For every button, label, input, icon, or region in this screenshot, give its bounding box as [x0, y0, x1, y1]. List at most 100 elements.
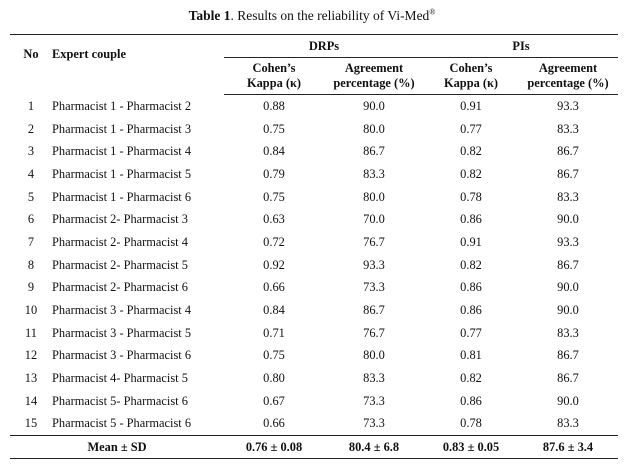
cell-expert-couple: Pharmacist 3 - Pharmacist 4: [52, 303, 192, 318]
cell-drp-kappa: 0.63: [263, 212, 285, 227]
cell-pi-kappa: 0.86: [460, 280, 482, 295]
header-drp-kappa: Cohen’s Kappa (κ): [224, 57, 324, 95]
table-row: 7 Pharmacist 2- Pharmacist 4 0.72 76.7 0.91 9…: [10, 231, 618, 254]
summary-pi-agreement: 87.6 ± 3.4: [518, 435, 618, 460]
cell-drp-agreement: 93.3: [363, 257, 385, 272]
header-pi-kappa: Cohen’s Kappa (κ): [424, 57, 518, 95]
cell-expert-couple: Pharmacist 2- Pharmacist 4: [52, 234, 188, 249]
cell-pi-kappa: 0.91: [460, 98, 482, 113]
summary-label: Mean ± SD: [10, 435, 224, 460]
cell-no: 9: [27, 280, 35, 295]
summary-drp-agreement: 80.4 ± 6.8: [324, 435, 424, 460]
cell-pi-kappa: 0.77: [460, 325, 482, 340]
cell-pi-agreement: 86.7: [557, 348, 579, 363]
cell-expert-couple: Pharmacist 1 - Pharmacist 4: [52, 144, 192, 159]
cell-drp-agreement: 90.0: [363, 98, 385, 113]
table-row: 13 Pharmacist 4- Pharmacist 5 0.80 83.3 0.82…: [10, 367, 618, 390]
cell-expert-couple: Pharmacist 1 - Pharmacist 3: [52, 121, 192, 136]
cell-no: 8: [27, 257, 35, 272]
header-drp-agreement: Agreement percentage (%): [324, 57, 424, 95]
header-pi-agreement-line1: Agreement: [538, 61, 598, 75]
cell-pi-agreement: 90.0: [557, 212, 579, 227]
cell-no: 15: [24, 416, 38, 431]
cell-drp-agreement: 80.0: [363, 121, 385, 136]
header-no: No: [10, 34, 52, 95]
cell-drp-kappa: 0.80: [263, 371, 285, 386]
cell-drp-agreement: 70.0: [363, 212, 385, 227]
header-pi-kappa-line2: Kappa (κ): [443, 76, 499, 90]
cell-drp-kappa: 0.79: [263, 166, 285, 181]
summary-pi-kappa: 0.83 ± 0.05: [424, 435, 518, 460]
cell-pi-agreement: 90.0: [557, 280, 579, 295]
table-row: 14 Pharmacist 5- Pharmacist 6 0.67 73.3 0.86…: [10, 390, 618, 413]
cell-expert-couple: Pharmacist 1 - Pharmacist 2: [52, 98, 192, 113]
table-row: 12 Pharmacist 3 - Pharmacist 6 0.75 80.0 0.8…: [10, 345, 618, 368]
cell-pi-agreement: 86.7: [557, 371, 579, 386]
cell-no: 2: [27, 121, 35, 136]
cell-expert-couple: Pharmacist 2- Pharmacist 5: [52, 257, 188, 272]
table-caption: Table 1. Results on the reliability of V…: [0, 8, 624, 24]
header-pi-agreement-line2: percentage (%): [527, 76, 609, 90]
summary-drp-kappa: 0.76 ± 0.08: [224, 435, 324, 460]
table-row: 6 Pharmacist 2- Pharmacist 3 0.63 70.0 0.86 9…: [10, 208, 618, 231]
header-pis: PIs: [424, 34, 618, 58]
cell-drp-kappa: 0.75: [263, 189, 285, 204]
cell-pi-kappa: 0.82: [460, 166, 482, 181]
table-row: 2 Pharmacist 1 - Pharmacist 3 0.75 80.0 0.77…: [10, 118, 618, 141]
cell-expert-couple: Pharmacist 5 - Pharmacist 6: [52, 416, 192, 431]
cell-drp-agreement: 83.3: [363, 166, 385, 181]
caption-superscript: ®: [429, 7, 436, 17]
cell-expert-couple: Pharmacist 3 - Pharmacist 5: [52, 325, 192, 340]
header-expert-couple: Expert couple: [52, 34, 224, 95]
table-row: 1 Pharmacist 1 - Pharmacist 2 0.88 90.0 0.91…: [10, 95, 618, 118]
cell-drp-kappa: 0.88: [263, 98, 285, 113]
table-row: 8 Pharmacist 2- Pharmacist 5 0.92 93.3 0.82 8…: [10, 254, 618, 277]
cell-drp-kappa: 0.67: [263, 393, 285, 408]
caption-text: . Results on the reliability of Vi-Med: [230, 8, 430, 23]
cell-expert-couple: Pharmacist 2- Pharmacist 3: [52, 212, 188, 227]
cell-pi-agreement: 83.3: [557, 121, 579, 136]
table-body: 1 Pharmacist 1 - Pharmacist 2 0.88 90.0 0.91…: [10, 95, 618, 436]
table-row: 4 Pharmacist 1 - Pharmacist 5 0.79 83.3 0.82…: [10, 163, 618, 186]
cell-pi-agreement: 83.3: [557, 325, 579, 340]
cell-drp-agreement: 83.3: [363, 371, 385, 386]
cell-no: 4: [27, 166, 35, 181]
cell-pi-agreement: 93.3: [557, 98, 579, 113]
header-row-groups: No Expert couple DRPs PIs: [10, 34, 618, 95]
cell-no: 10: [24, 303, 38, 318]
table-row: 3 Pharmacist 1 - Pharmacist 4 0.84 86.7 0.82…: [10, 140, 618, 163]
cell-drp-agreement: 76.7: [363, 325, 385, 340]
header-drp-agreement-line1: Agreement: [344, 61, 404, 75]
cell-drp-kappa: 0.75: [263, 348, 285, 363]
cell-pi-agreement: 93.3: [557, 234, 579, 249]
cell-pi-agreement: 86.7: [557, 166, 579, 181]
cell-no: 7: [27, 234, 35, 249]
cell-pi-agreement: 83.3: [557, 189, 579, 204]
cell-drp-agreement: 73.3: [363, 393, 385, 408]
cell-drp-kappa: 0.84: [263, 144, 285, 159]
cell-drp-kappa: 0.75: [263, 121, 285, 136]
cell-pi-agreement: 90.0: [557, 303, 579, 318]
cell-drp-kappa: 0.66: [263, 416, 285, 431]
table-row: 11 Pharmacist 3 - Pharmacist 5 0.71 76.7 0.7…: [10, 322, 618, 345]
cell-pi-kappa: 0.86: [460, 212, 482, 227]
summary-row: Mean ± SD 0.76 ± 0.08 80.4 ± 6.8 0.83 ± …: [10, 435, 618, 460]
cell-drp-kappa: 0.92: [263, 257, 285, 272]
cell-no: 6: [27, 212, 35, 227]
cell-expert-couple: Pharmacist 2- Pharmacist 6: [52, 280, 188, 295]
reliability-table: No Expert couple DRPs PIs Cohen’s Kappa (…: [10, 34, 618, 460]
cell-drp-kappa: 0.71: [263, 325, 285, 340]
cell-expert-couple: Pharmacist 1 - Pharmacist 6: [52, 189, 192, 204]
cell-expert-couple: Pharmacist 5- Pharmacist 6: [52, 393, 188, 408]
cell-expert-couple: Pharmacist 1 - Pharmacist 5: [52, 166, 192, 181]
cell-drp-agreement: 86.7: [363, 144, 385, 159]
header-drps: DRPs: [224, 34, 424, 58]
cell-drp-agreement: 80.0: [363, 189, 385, 204]
table-row: 15 Pharmacist 5 - Pharmacist 6 0.66 73.3 0.7…: [10, 413, 618, 436]
cell-no: 13: [24, 371, 38, 386]
cell-pi-kappa: 0.86: [460, 303, 482, 318]
cell-pi-kappa: 0.81: [460, 348, 482, 363]
header-row-subcolumns: Cohen’s Kappa (κ) Agreement percentage (%)…: [10, 57, 618, 95]
cell-expert-couple: Pharmacist 3 - Pharmacist 6: [52, 348, 192, 363]
cell-pi-kappa: 0.77: [460, 121, 482, 136]
